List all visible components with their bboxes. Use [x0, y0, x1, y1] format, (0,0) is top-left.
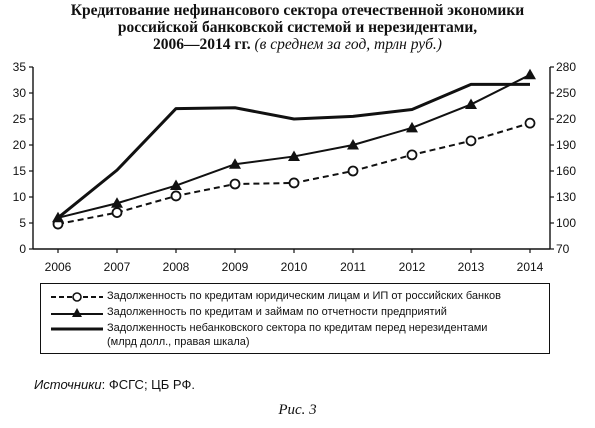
y-left-tick-label: 0 [19, 242, 26, 256]
y-left-tick-label: 35 [13, 60, 27, 74]
series-line-1 [57, 122, 531, 226]
source-note: Источники: ФСГС; ЦБ РФ. [34, 377, 195, 392]
data-point-triangle [170, 179, 182, 191]
chart-title: Кредитование нефинансового сектора отече… [0, 2, 595, 53]
x-tick-label: 2009 [222, 260, 249, 274]
title-line-2: российской банковской системой и нерезид… [117, 19, 478, 36]
y-right-tick-label: 190 [556, 138, 576, 152]
x-tick-label: 2008 [163, 260, 190, 274]
title-line-1: Кредитование нефинансового сектора отече… [70, 2, 525, 19]
legend-label-bank-loans: Задолженность по кредитам юридическим ли… [107, 290, 502, 302]
y-left-tick-label: 20 [13, 138, 27, 152]
y-left-tick-label: 15 [13, 164, 27, 178]
y-right-tick-label: 130 [556, 190, 576, 204]
data-point-circle [406, 149, 418, 161]
x-tick-label: 2010 [281, 260, 308, 274]
data-point-circle [288, 177, 300, 189]
triangle-line-icon [51, 308, 103, 317]
y-right-tick-label: 280 [556, 60, 576, 74]
legend-label-foreign-debt: Задолженность небанковского сектора по к… [107, 322, 488, 334]
y-right-tick-label: 250 [556, 86, 576, 100]
y-left-tick-label: 30 [13, 86, 27, 100]
title-years: 2006—2014 гг. [153, 36, 251, 53]
series-layer [52, 68, 536, 230]
data-point-circle [229, 178, 241, 190]
dashed-circle-line-icon [51, 292, 103, 302]
axes: 0 5 10 15 20 25 30 35 70 100 130 160 190 220 250 280 200… [13, 60, 577, 274]
data-point-triangle [111, 197, 123, 208]
series-line-3 [57, 82, 530, 219]
data-point-triangle [406, 121, 418, 133]
legend-label-enterprise-loans: Задолженность по кредитам и займам по от… [107, 306, 447, 318]
y-right-tick-label: 100 [556, 216, 576, 230]
series-line-2 [57, 73, 531, 219]
title-units: (в среднем за год, трлн руб.) [254, 36, 442, 53]
x-tick-label: 2012 [399, 260, 426, 274]
thick-line-icon [51, 327, 103, 331]
x-tick-label: 2013 [458, 260, 485, 274]
y-right-tick-label: 70 [556, 242, 570, 256]
title-line-3: 2006—2014 гг. (в среднем за год, трлн ру… [0, 36, 595, 53]
data-point-triangle [347, 139, 359, 150]
y-left-tick-label: 25 [13, 112, 27, 126]
data-point-circle [347, 165, 359, 177]
data-point-circle [170, 190, 182, 202]
y-right-tick-label: 220 [556, 112, 576, 126]
data-point-circle [111, 207, 123, 219]
y-right-tick-label: 160 [556, 164, 576, 178]
data-point-circle [524, 117, 536, 129]
figure-caption: Рис. 3 [278, 402, 317, 418]
source-label: Источники [34, 377, 102, 392]
legend: Задолженность по кредитам юридическим ли… [40, 283, 550, 354]
x-tick-label: 2006 [45, 260, 72, 274]
data-point-triangle [524, 68, 536, 80]
legend-label-foreign-debt-note: (млрд долл., правая шкала) [107, 336, 250, 348]
data-point-triangle [288, 150, 300, 161]
x-tick-label: 2007 [104, 260, 131, 274]
y-left-tick-label: 5 [19, 216, 26, 230]
data-point-triangle [229, 158, 241, 169]
data-point-circle [465, 135, 477, 147]
y-left-tick-label: 10 [13, 190, 27, 204]
source-text: : ФСГС; ЦБ РФ. [101, 377, 195, 392]
data-point-triangle [465, 98, 477, 109]
x-tick-label: 2011 [340, 260, 366, 274]
line-chart: 0 5 10 15 20 25 30 35 70 100 130 160 190 220 250 280 200… [13, 60, 577, 274]
x-tick-label: 2014 [517, 260, 544, 274]
